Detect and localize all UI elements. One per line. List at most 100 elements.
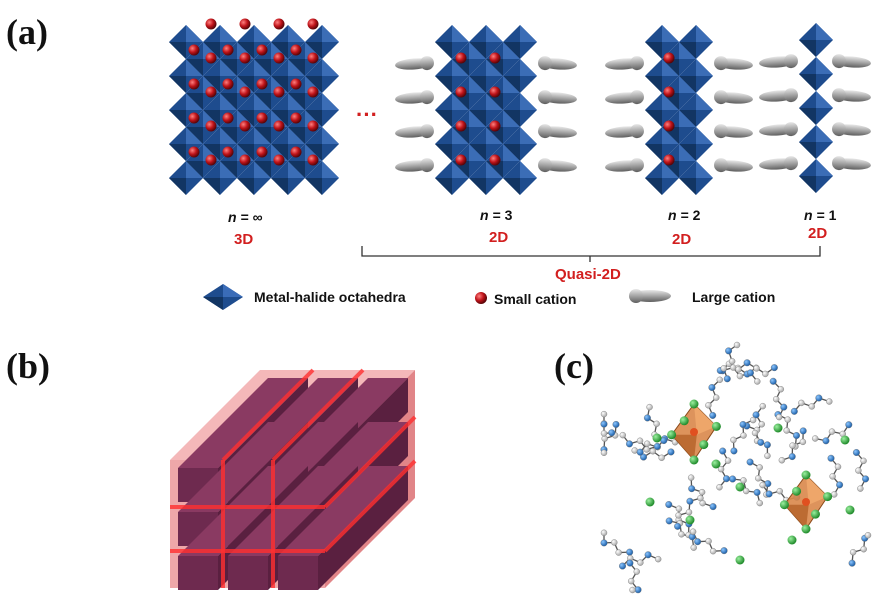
carbon-atom	[717, 465, 725, 473]
carbon-atom	[709, 547, 717, 555]
halide-atom	[801, 470, 811, 480]
carbon-atom	[637, 559, 644, 566]
large-cation	[538, 56, 577, 71]
large-cation	[832, 54, 871, 69]
nitrogen-atom	[612, 420, 620, 428]
nitrogen-atom	[852, 449, 860, 457]
dim-label-2d-n2: 2D	[672, 231, 691, 248]
carbon-atom	[643, 446, 650, 453]
nitrogen-atom	[665, 501, 673, 509]
carbon-atom	[759, 481, 766, 489]
small-cation	[455, 86, 467, 98]
carbon-atom	[855, 467, 862, 474]
carbon-atom	[678, 531, 685, 538]
legend-large-cation-icon	[629, 289, 671, 303]
small-cation	[188, 112, 200, 124]
nitrogen-atom	[723, 375, 731, 383]
molecular-cluster	[600, 341, 872, 594]
large-cation	[832, 122, 871, 137]
dim-label-2d-n1: 2D	[808, 225, 827, 242]
nitrogen-atom	[634, 586, 642, 594]
dim-label-2d-n3: 2D	[489, 229, 508, 246]
octahedron	[486, 110, 520, 144]
carbon-atom	[772, 395, 780, 403]
halide-atom	[810, 509, 820, 519]
small-cation	[256, 78, 268, 90]
octahedron	[662, 42, 696, 76]
carbon-atom	[611, 539, 618, 546]
small-cation	[663, 154, 675, 166]
perovskite-lattices	[169, 18, 871, 195]
halide-atom	[699, 440, 709, 450]
carbon-atom	[644, 440, 651, 447]
nitrogen-atom	[730, 447, 738, 455]
octahedron	[799, 57, 833, 91]
lattice-3d	[169, 18, 339, 195]
carbon-atom	[857, 485, 864, 492]
halide-atom	[689, 455, 699, 465]
nitrogen-atom	[694, 538, 702, 546]
small-cation	[663, 120, 675, 132]
carbon-atom	[753, 365, 760, 372]
carbon-atom	[628, 577, 635, 585]
halide-atom	[711, 421, 721, 431]
carbon-atom	[740, 477, 747, 484]
carbon-atom	[633, 568, 640, 575]
nitrogen-atom	[709, 411, 717, 419]
lattice-n1	[759, 23, 871, 193]
n-label-inf: n = ∞	[228, 209, 263, 225]
small-cation	[273, 52, 285, 64]
small-cation	[307, 154, 319, 166]
halide-atom	[823, 492, 833, 502]
ligand-atoms	[600, 341, 872, 594]
carbon-atom	[600, 529, 608, 536]
nitrogen-atom	[743, 359, 751, 367]
small-cation	[273, 120, 285, 132]
carbon-atom	[775, 413, 783, 421]
carbon-atom	[864, 532, 872, 539]
carbon-atom	[831, 491, 838, 498]
nitrogen-atom	[725, 347, 733, 355]
small-cation	[455, 120, 467, 132]
small-cation	[290, 112, 302, 124]
n-label-2: n = 2	[668, 207, 701, 223]
small-cation	[290, 78, 302, 90]
large-cation	[605, 56, 644, 71]
small-cation	[239, 120, 251, 132]
small-cation	[205, 86, 217, 98]
halide-ion	[711, 459, 721, 469]
nitrogen-atom	[848, 559, 856, 567]
octahedron	[662, 144, 696, 178]
carbon-atom	[811, 435, 819, 442]
carbon-atom	[697, 494, 704, 502]
nitrogen-atom	[765, 490, 773, 498]
large-cation	[538, 90, 577, 105]
nanowire-array	[170, 368, 417, 590]
panel-c-label: (c)	[554, 346, 594, 386]
carbon-atom	[860, 457, 867, 465]
carbon-atom	[826, 398, 833, 405]
legend-octahedra-label: Metal-halide octahedra	[254, 289, 406, 305]
wire-block	[278, 466, 408, 590]
carbon-atom	[646, 403, 653, 411]
large-cation	[714, 56, 753, 71]
carbon-atom	[784, 416, 791, 423]
carbon-atom	[808, 403, 815, 410]
nitrogen-atom	[780, 403, 788, 411]
nitrogen-atom	[644, 551, 652, 559]
carbon-atom	[629, 586, 636, 594]
large-cation	[395, 90, 434, 105]
small-cation	[455, 52, 467, 64]
carbon-atom	[690, 544, 697, 551]
small-cation	[273, 154, 285, 166]
small-cation	[256, 112, 268, 124]
octahedron	[486, 76, 520, 110]
nitrogen-atom	[836, 481, 844, 489]
nitrogen-atom	[822, 437, 830, 445]
small-cation	[273, 18, 285, 30]
large-cation	[759, 122, 798, 137]
nitrogen-atom	[709, 503, 717, 511]
carbon-atom	[636, 437, 644, 444]
wire-grid	[170, 368, 417, 588]
small-cation	[222, 78, 234, 90]
